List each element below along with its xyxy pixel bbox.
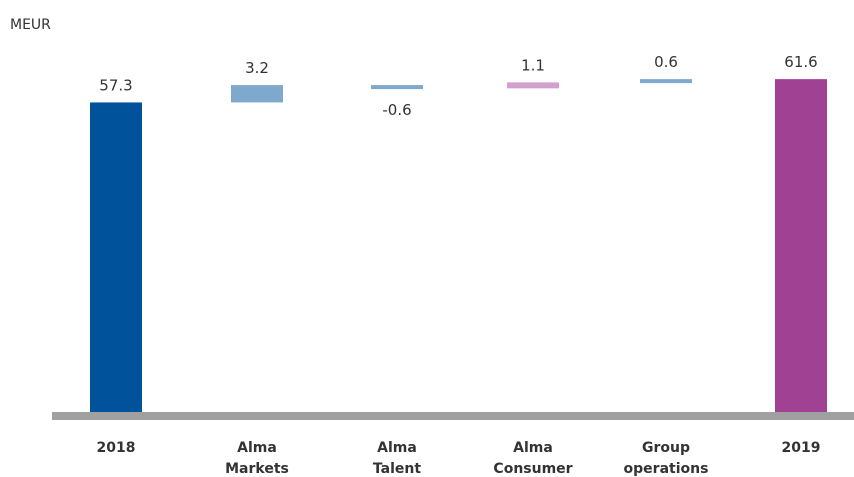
bar-2019 (775, 79, 827, 414)
category-label-2018: 2018 (97, 440, 136, 456)
baseline-axis (52, 412, 854, 420)
bar-alma-talent (371, 85, 423, 90)
category-label-group-operations-line2: operations (624, 461, 709, 477)
value-label-alma-talent: -0.6 (382, 101, 411, 119)
category-label-alma-markets-line2: Markets (225, 461, 289, 477)
value-label-alma-consumer: 1.1 (521, 56, 545, 74)
category-label-alma-markets-line1: Alma (237, 440, 277, 456)
bar-group-operations (640, 79, 692, 84)
bars-group (90, 79, 827, 414)
bar-alma-markets (231, 85, 283, 103)
value-label-alma-markets: 3.2 (245, 59, 269, 77)
category-label-alma-talent-line2: Talent (373, 461, 421, 477)
category-label-alma-consumer-line1: Alma (513, 440, 553, 456)
value-labels-group: 57.3 3.2 -0.6 1.1 0.6 61.6 (99, 53, 817, 119)
category-label-2019: 2019 (782, 440, 821, 456)
bar-alma-consumer (507, 82, 559, 89)
bar-2018 (90, 102, 142, 414)
value-label-2018: 57.3 (99, 76, 132, 94)
category-label-alma-talent-line1: Alma (377, 440, 417, 456)
unit-label: MEUR (10, 17, 51, 33)
value-label-group-operations: 0.6 (654, 53, 678, 71)
category-labels-group: 2018 Alma Markets Alma Talent Alma Consumer Gro… (97, 440, 821, 477)
category-label-group-operations-line1: Group (642, 440, 690, 456)
category-label-alma-consumer-line2: Consumer (493, 461, 572, 477)
value-label-2019: 61.6 (784, 53, 817, 71)
